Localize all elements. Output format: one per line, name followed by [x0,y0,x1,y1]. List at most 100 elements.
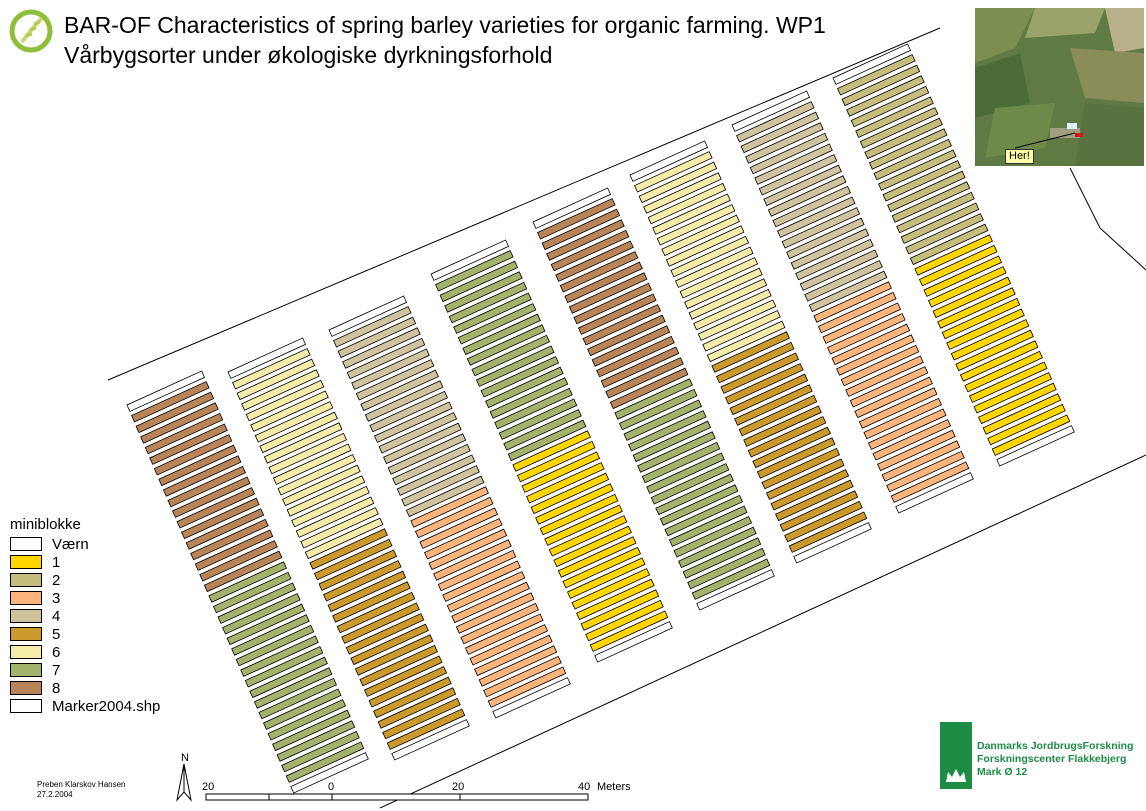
plot-miniblock [167,465,246,508]
map-title: BAR-OF Characteristics of spring barley … [64,12,826,38]
plot-miniblock [632,420,712,463]
plot-miniblock [285,741,365,783]
plot-miniblock [729,373,809,416]
plot-miniblock [864,117,943,160]
plot-miniblock [392,443,471,486]
plot-miniblock [512,430,591,472]
legend-item: Marker2004.shp [10,697,160,715]
plot-miniblock [600,346,680,388]
plot-miniblock [736,101,815,143]
plot-miniblock [245,379,325,422]
plot-miniblock [596,335,675,378]
plot-miniblock [763,164,842,207]
plot-miniblock [541,208,621,251]
plot-miniblock [661,214,740,257]
plot-miniblock [693,288,772,331]
plot-miniblock [544,504,623,546]
plot-miniblock [643,172,722,214]
legend-item: 3 [10,589,160,607]
plot-miniblock [877,149,957,191]
plot-miniblock [987,403,1066,446]
plot-miniblock [323,560,402,602]
plot-miniblock [405,475,485,518]
legend-label: 6 [52,643,61,661]
plot-miniblock [140,402,219,444]
legend-item: Værn [10,535,160,553]
legend-label: 8 [52,679,61,697]
plot-miniblock [350,623,429,666]
plot-miniblock [678,526,757,569]
plot-miniblock [304,517,384,560]
field-boundary-upper [107,27,941,381]
plot-miniblock [682,537,762,579]
plot-miniblock [614,378,693,420]
plot-miniblock [890,461,970,503]
plot-miniblock [711,331,790,373]
plot-miniblock [886,450,965,493]
legend-label: Marker2004.shp [52,697,161,715]
north-label: N [181,752,189,764]
plot-miniblock [487,666,567,708]
barley-logo-icon [9,9,53,53]
plot-miniblock [571,568,651,610]
legend-item: 5 [10,625,160,643]
plot-miniblock [291,485,370,528]
plot-miniblock [387,433,467,475]
plot-miniblock [585,599,664,642]
legend-label: 5 [52,625,61,643]
plot-miniblock [489,377,569,419]
legend-label: 3 [52,589,61,607]
plot-miniblock [562,546,641,589]
plot-miniblock [756,437,836,479]
plot-miniblock [822,302,902,344]
plot-miniblock [568,272,648,314]
plot-miniblock [530,472,610,515]
legend-swatch [10,681,42,695]
plot-miniblock [776,196,856,238]
plot-miniblock [448,281,528,324]
plot-miniblock [850,85,930,128]
plot-miniblock [453,292,532,334]
plot-miniblock [688,278,768,320]
plot-miniblock [772,185,851,228]
plot-miniblock [996,425,1075,467]
plot-miniblock [135,391,215,434]
plot-miniblock [781,207,861,249]
plot-miniblock [623,399,703,441]
plot-miniblock [373,676,452,719]
plot-miniblock [804,260,883,302]
plot-miniblock [664,494,743,537]
plot-miniblock [740,111,820,154]
institution-line2: Forskningscenter Flakkebjerg [977,753,1127,765]
plot-miniblock [244,646,324,688]
legend-label: 1 [52,553,61,571]
inset-leader-line [1099,227,1146,271]
plot-miniblock [286,475,366,517]
plot-miniblock [131,381,210,423]
plot-miniblock [867,408,947,450]
plot-miniblock [212,571,292,614]
plot-miniblock [687,547,766,590]
plot-miniblock [752,426,831,469]
plot-miniblock [313,538,393,581]
legend-swatch [10,591,42,605]
plot-miniblock [665,225,745,267]
plot-miniblock [401,465,480,507]
plot-miniblock [868,128,948,170]
plot-miniblock [396,454,476,496]
plot-miniblock [235,624,315,667]
plot-miniblock [964,350,1043,393]
legend-swatch [10,573,42,587]
plot-miniblock [895,472,974,514]
plot-miniblock [928,266,1007,308]
plot-miniblock [647,182,727,225]
plot-miniblock [480,356,560,398]
plot-miniblock [208,561,287,603]
plot-miniblock [190,518,269,561]
plot-miniblock [318,549,398,591]
plot-miniblock [788,511,868,553]
plot-miniblock [566,557,646,599]
plot-miniblock [176,487,256,529]
plot-miniblock [909,223,989,266]
plot-miniblock [483,655,562,698]
